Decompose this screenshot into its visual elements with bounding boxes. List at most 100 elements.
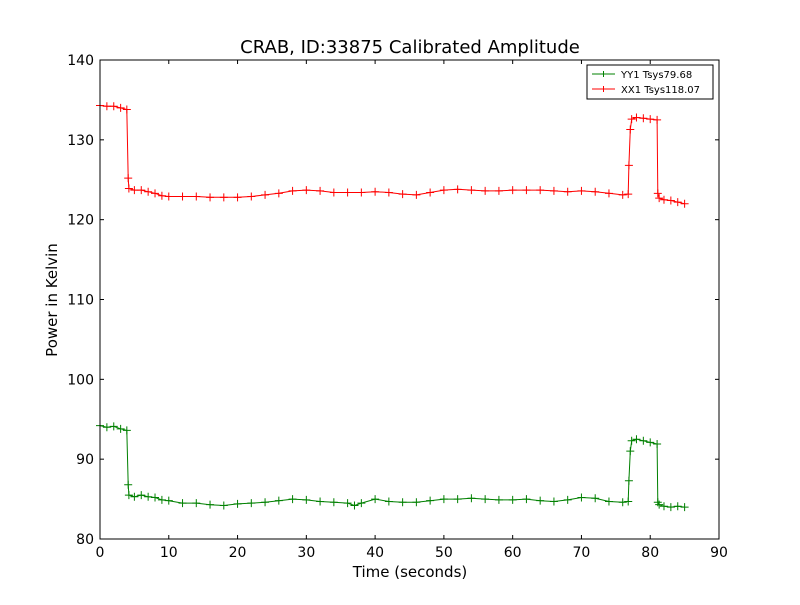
data-point-marker	[329, 498, 338, 507]
data-point-marker	[481, 495, 490, 504]
data-point-marker	[639, 114, 648, 123]
data-point-marker	[219, 193, 228, 202]
data-point-marker	[494, 495, 503, 504]
data-point-marker	[116, 103, 125, 112]
data-point-marker	[109, 422, 118, 431]
data-point-marker	[467, 186, 476, 195]
data-point-marker	[109, 102, 118, 111]
x-tick-label: 0	[96, 545, 105, 561]
data-point-marker	[124, 480, 133, 489]
data-point-marker	[122, 105, 131, 114]
data-point-marker	[426, 188, 435, 197]
data-point-marker	[508, 495, 517, 504]
y-tick-label: 130	[67, 133, 94, 149]
data-point-marker	[274, 496, 283, 505]
x-tick-label: 60	[504, 545, 522, 561]
data-point-marker	[549, 497, 558, 506]
data-point-marker	[604, 189, 613, 198]
data-point-marker	[680, 503, 689, 512]
x-tick-label: 20	[229, 545, 247, 561]
data-point-marker	[124, 184, 133, 193]
y-tick-label: 110	[67, 293, 94, 309]
data-point-marker	[481, 186, 490, 195]
data-point-marker	[316, 497, 325, 506]
data-point-marker	[206, 500, 215, 509]
data-point-marker	[618, 190, 627, 199]
data-point-marker	[666, 503, 675, 512]
data-point-marker	[624, 190, 633, 199]
data-point-marker	[624, 161, 633, 170]
data-point-marker	[522, 495, 531, 504]
x-tick-label: 70	[573, 545, 591, 561]
legend-item-1: YY1 Tsys79.68	[592, 70, 692, 81]
data-point-marker	[130, 492, 139, 501]
data-point-marker	[144, 187, 153, 196]
data-point-marker	[577, 493, 586, 502]
data-point-marker	[627, 115, 636, 124]
x-tick-label: 40	[366, 545, 384, 561]
data-point-marker	[116, 424, 125, 433]
data-point-marker	[343, 188, 352, 197]
data-point-marker	[398, 498, 407, 507]
data-point-marker	[618, 498, 627, 507]
x-tick-label: 30	[297, 545, 315, 561]
legend-label: YY1 Tsys79.68	[620, 70, 692, 81]
data-point-marker	[439, 186, 448, 195]
data-point-marker	[192, 192, 201, 201]
data-point-marker	[659, 502, 668, 511]
data-point-marker	[164, 192, 173, 201]
data-point-marker	[288, 495, 297, 504]
data-point-marker	[632, 113, 641, 122]
data-point-marker	[398, 190, 407, 199]
data-point-marker	[247, 499, 256, 508]
data-point-marker	[626, 447, 635, 456]
legend-marker	[600, 86, 607, 92]
y-tick-label: 80	[76, 532, 94, 548]
data-point-marker	[412, 498, 421, 507]
legend-label: XX1 Tsys118.07	[621, 85, 700, 96]
data-point-marker	[639, 436, 648, 445]
data-point-marker	[563, 187, 572, 196]
y-axis-label: Power in Kelvin	[43, 243, 61, 357]
data-point-marker	[350, 501, 359, 510]
data-point-marker	[206, 193, 215, 202]
data-point-marker	[384, 188, 393, 197]
data-point-marker	[577, 186, 586, 195]
data-point-marker	[626, 125, 635, 134]
data-point-marker	[624, 476, 633, 485]
data-point-marker	[192, 499, 201, 508]
x-tick-label: 50	[435, 545, 453, 561]
data-point-marker	[467, 494, 476, 503]
data-point-marker	[164, 496, 173, 505]
data-point-marker	[102, 102, 111, 111]
data-point-marker	[673, 198, 682, 207]
y-tick-label: 90	[76, 452, 94, 468]
data-point-marker	[157, 495, 166, 504]
data-point-marker	[261, 190, 270, 199]
data-point-marker	[219, 501, 228, 510]
data-point-marker	[680, 199, 689, 208]
data-point-marker	[357, 188, 366, 197]
data-point-marker	[655, 194, 664, 203]
data-point-marker	[124, 491, 133, 500]
data-point-marker	[151, 189, 160, 198]
data-point-marker	[563, 495, 572, 504]
data-point-marker	[233, 193, 242, 202]
data-point-marker	[371, 495, 380, 504]
data-point-marker	[632, 435, 641, 444]
data-point-marker	[453, 495, 462, 504]
data-point-marker	[627, 436, 636, 445]
series-2	[96, 101, 689, 208]
y-tick-label: 100	[67, 372, 94, 388]
series-1	[96, 421, 689, 512]
data-point-marker	[178, 192, 187, 201]
data-point-marker	[371, 187, 380, 196]
data-point-marker	[384, 497, 393, 506]
data-point-marker	[549, 186, 558, 195]
data-point-marker	[247, 192, 256, 201]
data-point-marker	[653, 439, 662, 448]
data-point-marker	[274, 189, 283, 198]
data-point-marker	[646, 438, 655, 447]
